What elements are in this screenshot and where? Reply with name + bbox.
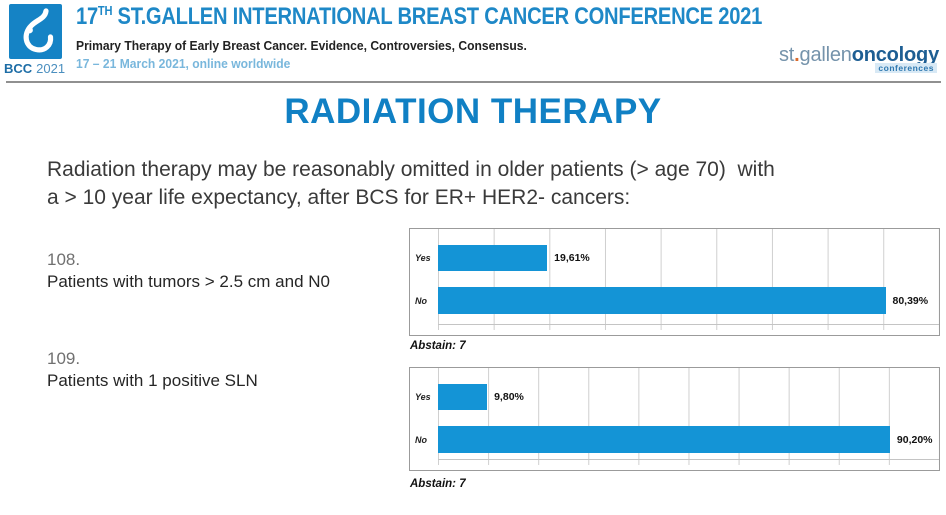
conference-subtitle: Primary Therapy of Early Breast Cancer. … <box>76 38 527 53</box>
poll-chart-108: Yes No 19,61% 80,39% <box>409 228 940 336</box>
poll-item-108: 108. Patients with tumors > 2.5 cm and N… <box>47 249 330 293</box>
conference-title-text: ST.GALLEN INTERNATIONAL BREAST CANCER CO… <box>112 3 763 30</box>
conference-header: 17TH ST.GALLEN INTERNATIONAL BREAST CANC… <box>76 3 893 71</box>
abstain-note-108: Abstain: 7 <box>410 340 466 352</box>
bcc-label-year: 2021 <box>36 61 66 76</box>
axis-ticks <box>438 460 939 465</box>
poll-item-number: 108. <box>47 250 81 269</box>
page-title: RADIATION THERAPY <box>284 92 662 131</box>
plot-area: 19,61% 80,39% <box>438 229 939 325</box>
bcc-logo <box>9 4 62 59</box>
bar-row-yes: 19,61% <box>438 245 939 271</box>
bar-row-yes: 9,80% <box>438 384 939 410</box>
bar-value-yes: 9,80% <box>494 391 524 403</box>
bar-no <box>438 426 890 453</box>
bar-value-no: 90,20% <box>896 433 933 446</box>
question-statement: Radiation therapy may be reasonably omit… <box>47 156 775 212</box>
bar-value-yes: 19,61% <box>554 252 590 264</box>
conference-title-ordinal: TH <box>97 3 113 18</box>
bar-row-no: 80,39% <box>438 287 939 314</box>
header-divider <box>6 81 941 83</box>
category-label-no: No <box>415 435 427 445</box>
conference-title-number: 17 <box>76 3 98 30</box>
logo-dot: . <box>794 44 800 66</box>
question-line-2: a > 10 year life expectancy, after BCS f… <box>47 186 631 209</box>
conference-title: 17TH ST.GALLEN INTERNATIONAL BREAST CANC… <box>76 3 762 31</box>
logo-oncology: oncology <box>851 44 939 66</box>
category-label-yes: Yes <box>415 392 431 402</box>
logo-gallen: gallen <box>799 44 852 66</box>
axis-ticks <box>438 325 939 330</box>
plot-area: 9,80% 90,20% <box>438 368 939 460</box>
bar-yes <box>438 245 548 271</box>
breast-drop-icon <box>23 8 54 53</box>
logo-conferences-tag: conferences <box>875 63 937 73</box>
poll-item-109: 109. Patients with 1 positive SLN <box>47 348 258 392</box>
poll-chart-109: Yes No 9,80% 90,20% <box>409 367 940 471</box>
conference-dates: 17 – 21 March 2021, online worldwide <box>76 56 291 71</box>
poll-item-number: 109. <box>47 349 81 368</box>
bcc-label-bold: BCC <box>4 61 33 76</box>
bar-yes <box>438 384 488 410</box>
bcc-label: BCC 2021 <box>4 61 65 76</box>
poll-item-label: Patients with 1 positive SLN <box>47 371 258 390</box>
category-label-no: No <box>415 296 427 306</box>
stgallen-oncology-logo: st.gallenoncology <box>779 44 939 67</box>
bar-value-no: 80,39% <box>892 294 929 307</box>
abstain-note-109: Abstain: 7 <box>410 478 466 490</box>
logo-st: st <box>778 44 795 66</box>
bar-row-no: 90,20% <box>438 426 939 453</box>
question-line-1: Radiation therapy may be reasonably omit… <box>47 158 775 181</box>
category-label-yes: Yes <box>415 253 431 263</box>
bar-no <box>438 287 886 314</box>
poll-item-label: Patients with tumors > 2.5 cm and N0 <box>47 272 330 291</box>
